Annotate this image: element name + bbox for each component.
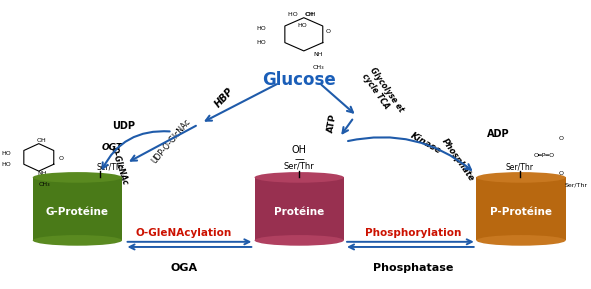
Text: NH: NH	[37, 171, 47, 176]
Text: CH₃: CH₃	[39, 182, 50, 187]
Text: OGT: OGT	[102, 143, 122, 152]
Text: Protéine: Protéine	[274, 207, 324, 217]
Text: OH: OH	[37, 138, 47, 143]
Text: O-GlcNAc: O-GlcNAc	[109, 146, 130, 186]
Text: UDP: UDP	[112, 121, 135, 131]
Text: O: O	[559, 171, 564, 176]
Text: O: O	[326, 29, 330, 34]
Text: OH: OH	[292, 145, 307, 155]
Text: HO: HO	[1, 151, 11, 155]
Text: O═P═O: O═P═O	[534, 153, 554, 158]
Text: Ser/Thr: Ser/Thr	[284, 162, 314, 171]
Bar	[33, 177, 122, 240]
Text: OH: OH	[305, 12, 314, 17]
Ellipse shape	[33, 235, 122, 246]
Text: Phosphate: Phosphate	[440, 137, 476, 183]
Text: ATP: ATP	[326, 113, 339, 133]
Text: P-Protéine: P-Protéine	[490, 207, 552, 217]
Text: O: O	[58, 156, 63, 161]
Text: Ser/Thr: Ser/Thr	[97, 162, 125, 171]
Ellipse shape	[255, 235, 344, 246]
Text: Phosphatase: Phosphatase	[373, 263, 453, 273]
Ellipse shape	[476, 235, 566, 246]
Bar	[255, 177, 344, 240]
Text: CH₃: CH₃	[313, 65, 324, 70]
Text: HO: HO	[1, 162, 11, 167]
Ellipse shape	[255, 172, 344, 183]
Text: OGA: OGA	[170, 263, 197, 273]
Text: Glucose: Glucose	[262, 71, 336, 89]
Text: NH: NH	[313, 52, 323, 57]
Text: ADP: ADP	[486, 129, 509, 140]
Text: HO: HO	[297, 23, 307, 28]
Text: O-GleNAcylation: O-GleNAcylation	[136, 228, 232, 238]
Text: O: O	[559, 136, 564, 141]
Text: Glycolyse et
cycle TCA: Glycolyse et cycle TCA	[360, 66, 405, 120]
Text: HO    OH: HO OH	[288, 12, 316, 17]
Text: Kinase: Kinase	[409, 131, 443, 155]
Text: HO: HO	[256, 26, 267, 31]
Text: Ser/Thr: Ser/Thr	[506, 162, 534, 171]
Text: G-Protéine: G-Protéine	[46, 207, 109, 217]
Text: HBP: HBP	[213, 86, 236, 109]
Ellipse shape	[476, 172, 566, 183]
Text: Ser/Thr: Ser/Thr	[564, 182, 587, 187]
Text: Phosphorylation: Phosphorylation	[365, 228, 462, 238]
Bar	[476, 177, 566, 240]
Ellipse shape	[33, 172, 122, 183]
Text: UDP-O-GlcNAc: UDP-O-GlcNAc	[150, 118, 193, 166]
Text: —: —	[294, 154, 304, 164]
Text: HO: HO	[256, 40, 267, 45]
